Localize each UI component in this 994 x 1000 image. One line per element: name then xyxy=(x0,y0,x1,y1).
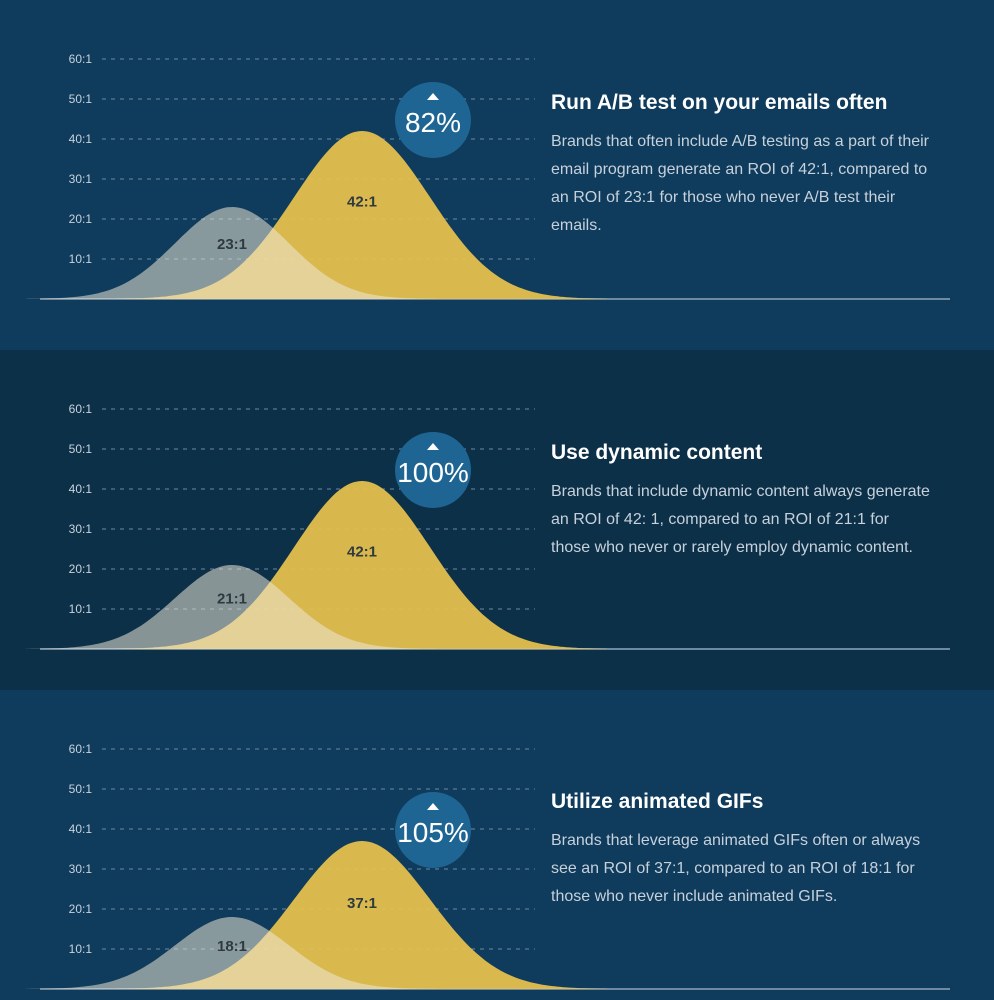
y-tick-label: 30:1 xyxy=(69,172,93,186)
series-area-high xyxy=(116,841,608,989)
section-dynamic-content: 10:1 20:1 30:1 40:1 50:1 60:1 21:1 42:1 100% Use… xyxy=(0,350,994,690)
up-triangle-icon xyxy=(427,443,439,450)
data-label-low: 18:1 xyxy=(217,938,247,955)
series-area-low xyxy=(26,565,438,649)
y-tick-label: 30:1 xyxy=(69,862,93,876)
data-label-high: 37:1 xyxy=(347,895,377,912)
y-tick-label: 20:1 xyxy=(69,212,93,226)
y-tick-label: 40:1 xyxy=(69,822,93,836)
y-tick-label: 40:1 xyxy=(69,482,93,496)
y-tick-label: 60:1 xyxy=(69,402,93,416)
y-tick-label: 20:1 xyxy=(69,902,93,916)
y-tick-label: 50:1 xyxy=(69,442,93,456)
y-tick-label: 50:1 xyxy=(69,92,93,106)
series-area-low xyxy=(26,207,438,299)
data-label-high: 42:1 xyxy=(347,194,377,211)
badge-percent: 105% xyxy=(397,817,469,848)
data-label-high: 42:1 xyxy=(347,544,377,561)
series-area-low xyxy=(26,917,438,989)
y-tick-label: 40:1 xyxy=(69,132,93,146)
y-tick-label: 10:1 xyxy=(69,942,93,956)
increase-badge: 100% xyxy=(395,432,471,508)
roi-chart: 10:1 20:1 30:1 40:1 50:1 60:1 23:1 42:1 82% xyxy=(26,52,950,300)
y-tick-label: 60:1 xyxy=(69,52,93,66)
section-description: Brands that include dynamic content alwa… xyxy=(551,483,930,556)
data-label-low: 21:1 xyxy=(217,591,247,608)
y-tick-label: 20:1 xyxy=(69,562,93,576)
roi-chart: 10:1 20:1 30:1 40:1 50:1 60:1 21:1 42:1 100% xyxy=(26,402,950,650)
section-animated-gifs: 10:1 20:1 30:1 40:1 50:1 60:1 18:1 37:1 105% Uti… xyxy=(0,690,994,1000)
y-tick-label: 30:1 xyxy=(69,522,93,536)
y-tick-label: 10:1 xyxy=(69,602,93,616)
section-heading: Run A/B test on your emails often xyxy=(551,91,888,114)
series-area-high xyxy=(116,131,608,299)
y-tick-label: 10:1 xyxy=(69,252,93,266)
section-heading: Use dynamic content xyxy=(551,441,763,464)
section-ab-testing: 10:1 20:1 30:1 40:1 50:1 60:1 23:1 42:1 82% Run … xyxy=(0,0,994,350)
badge-percent: 82% xyxy=(405,107,461,138)
increase-badge: 105% xyxy=(395,792,471,868)
badge-percent: 100% xyxy=(397,457,469,488)
section-heading: Utilize animated GIFs xyxy=(551,790,764,813)
data-label-low: 23:1 xyxy=(217,236,247,253)
section-description: Brands that leverage animated GIFs often… xyxy=(551,832,921,905)
text-column: Utilize animated GIFs Brands that levera… xyxy=(551,789,931,911)
text-column: Run A/B test on your emails often Brands… xyxy=(551,90,931,240)
increase-badge: 82% xyxy=(395,82,471,158)
roi-chart: 10:1 20:1 30:1 40:1 50:1 60:1 18:1 37:1 105% xyxy=(26,742,950,990)
y-tick-label: 60:1 xyxy=(69,742,93,756)
text-column: Use dynamic content Brands that include … xyxy=(551,440,931,562)
series-area-high xyxy=(116,481,608,649)
section-description: Brands that often include A/B testing as… xyxy=(551,133,930,234)
badge-circle xyxy=(395,432,471,508)
badge-circle xyxy=(395,82,471,158)
badge-circle xyxy=(395,792,471,868)
y-tick-label: 50:1 xyxy=(69,782,93,796)
up-triangle-icon xyxy=(427,803,439,810)
up-triangle-icon xyxy=(427,93,439,100)
